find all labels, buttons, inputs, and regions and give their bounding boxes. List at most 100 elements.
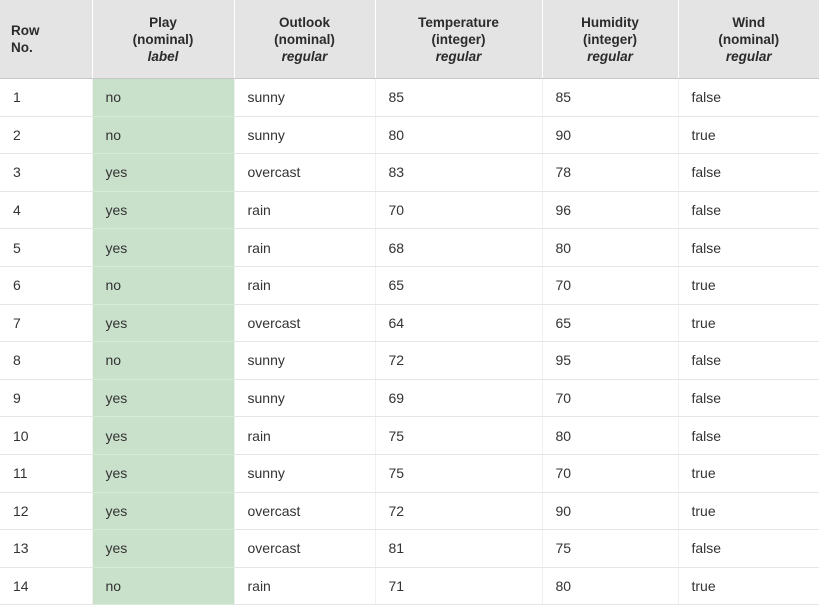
row-number-cell: 5	[0, 229, 92, 267]
humidity-cell: 80	[542, 229, 678, 267]
wind-cell: false	[678, 530, 819, 568]
play-cell: yes	[92, 154, 234, 192]
outlook-cell: sunny	[234, 79, 375, 117]
row-number-cell: 8	[0, 342, 92, 380]
temperature-cell: 72	[375, 342, 542, 380]
outlook-cell: overcast	[234, 304, 375, 342]
header-outlook[interactable]: Outlook (nominal) regular	[234, 0, 375, 79]
row-number-cell: 6	[0, 266, 92, 304]
play-cell: yes	[92, 492, 234, 530]
humidity-cell: 80	[542, 417, 678, 455]
outlook-cell: overcast	[234, 530, 375, 568]
humidity-cell: 75	[542, 530, 678, 568]
header-type: No.	[11, 39, 92, 56]
header-role: regular	[679, 48, 819, 65]
humidity-cell: 85	[542, 79, 678, 117]
row-number-cell: 9	[0, 379, 92, 417]
header-type: (nominal)	[235, 31, 375, 48]
play-cell: yes	[92, 229, 234, 267]
temperature-cell: 80	[375, 116, 542, 154]
temperature-cell: 81	[375, 530, 542, 568]
play-cell: no	[92, 342, 234, 380]
humidity-cell: 65	[542, 304, 678, 342]
play-cell: yes	[92, 304, 234, 342]
header-role: regular	[235, 48, 375, 65]
header-humidity[interactable]: Humidity (integer) regular	[542, 0, 678, 79]
header-role: regular	[376, 48, 542, 65]
temperature-cell: 85	[375, 79, 542, 117]
header-name: Humidity	[543, 14, 678, 31]
humidity-cell: 70	[542, 379, 678, 417]
outlook-cell: sunny	[234, 342, 375, 380]
play-cell: no	[92, 266, 234, 304]
header-wind[interactable]: Wind (nominal) regular	[678, 0, 819, 79]
play-cell: no	[92, 567, 234, 605]
outlook-cell: rain	[234, 191, 375, 229]
row-number-cell: 7	[0, 304, 92, 342]
outlook-cell: overcast	[234, 492, 375, 530]
outlook-cell: rain	[234, 417, 375, 455]
header-type: (integer)	[543, 31, 678, 48]
wind-cell: true	[678, 454, 819, 492]
header-name: Wind	[679, 14, 819, 31]
header-name: Outlook	[235, 14, 375, 31]
header-name: Temperature	[376, 14, 542, 31]
row-number-cell: 14	[0, 567, 92, 605]
outlook-cell: sunny	[234, 116, 375, 154]
header-role: regular	[543, 48, 678, 65]
wind-cell: true	[678, 266, 819, 304]
temperature-cell: 83	[375, 154, 542, 192]
temperature-cell: 69	[375, 379, 542, 417]
humidity-cell: 78	[542, 154, 678, 192]
row-number-cell: 3	[0, 154, 92, 192]
header-temperature[interactable]: Temperature (integer) regular	[375, 0, 542, 79]
temperature-cell: 72	[375, 492, 542, 530]
play-cell: yes	[92, 530, 234, 568]
wind-cell: true	[678, 492, 819, 530]
wind-cell: true	[678, 116, 819, 154]
header-row: Row No. Play (nominal) label Outlook (no…	[0, 0, 819, 79]
wind-cell: false	[678, 417, 819, 455]
header-row-no[interactable]: Row No.	[0, 0, 92, 79]
play-cell: no	[92, 79, 234, 117]
header-type: (nominal)	[93, 31, 234, 48]
humidity-cell: 96	[542, 191, 678, 229]
temperature-cell: 65	[375, 266, 542, 304]
humidity-cell: 70	[542, 454, 678, 492]
row-number-cell: 12	[0, 492, 92, 530]
humidity-cell: 95	[542, 342, 678, 380]
temperature-cell: 75	[375, 417, 542, 455]
humidity-cell: 70	[542, 266, 678, 304]
row-number-cell: 13	[0, 530, 92, 568]
outlook-cell: sunny	[234, 379, 375, 417]
outlook-cell: overcast	[234, 154, 375, 192]
row-number-cell: 2	[0, 116, 92, 154]
header-role: label	[93, 48, 234, 65]
wind-cell: true	[678, 304, 819, 342]
play-cell: yes	[92, 454, 234, 492]
outlook-cell: sunny	[234, 454, 375, 492]
humidity-cell: 80	[542, 567, 678, 605]
humidity-cell: 90	[542, 116, 678, 154]
temperature-cell: 70	[375, 191, 542, 229]
row-number-cell: 11	[0, 454, 92, 492]
row-number-cell: 10	[0, 417, 92, 455]
header-play[interactable]: Play (nominal) label	[92, 0, 234, 79]
temperature-cell: 64	[375, 304, 542, 342]
